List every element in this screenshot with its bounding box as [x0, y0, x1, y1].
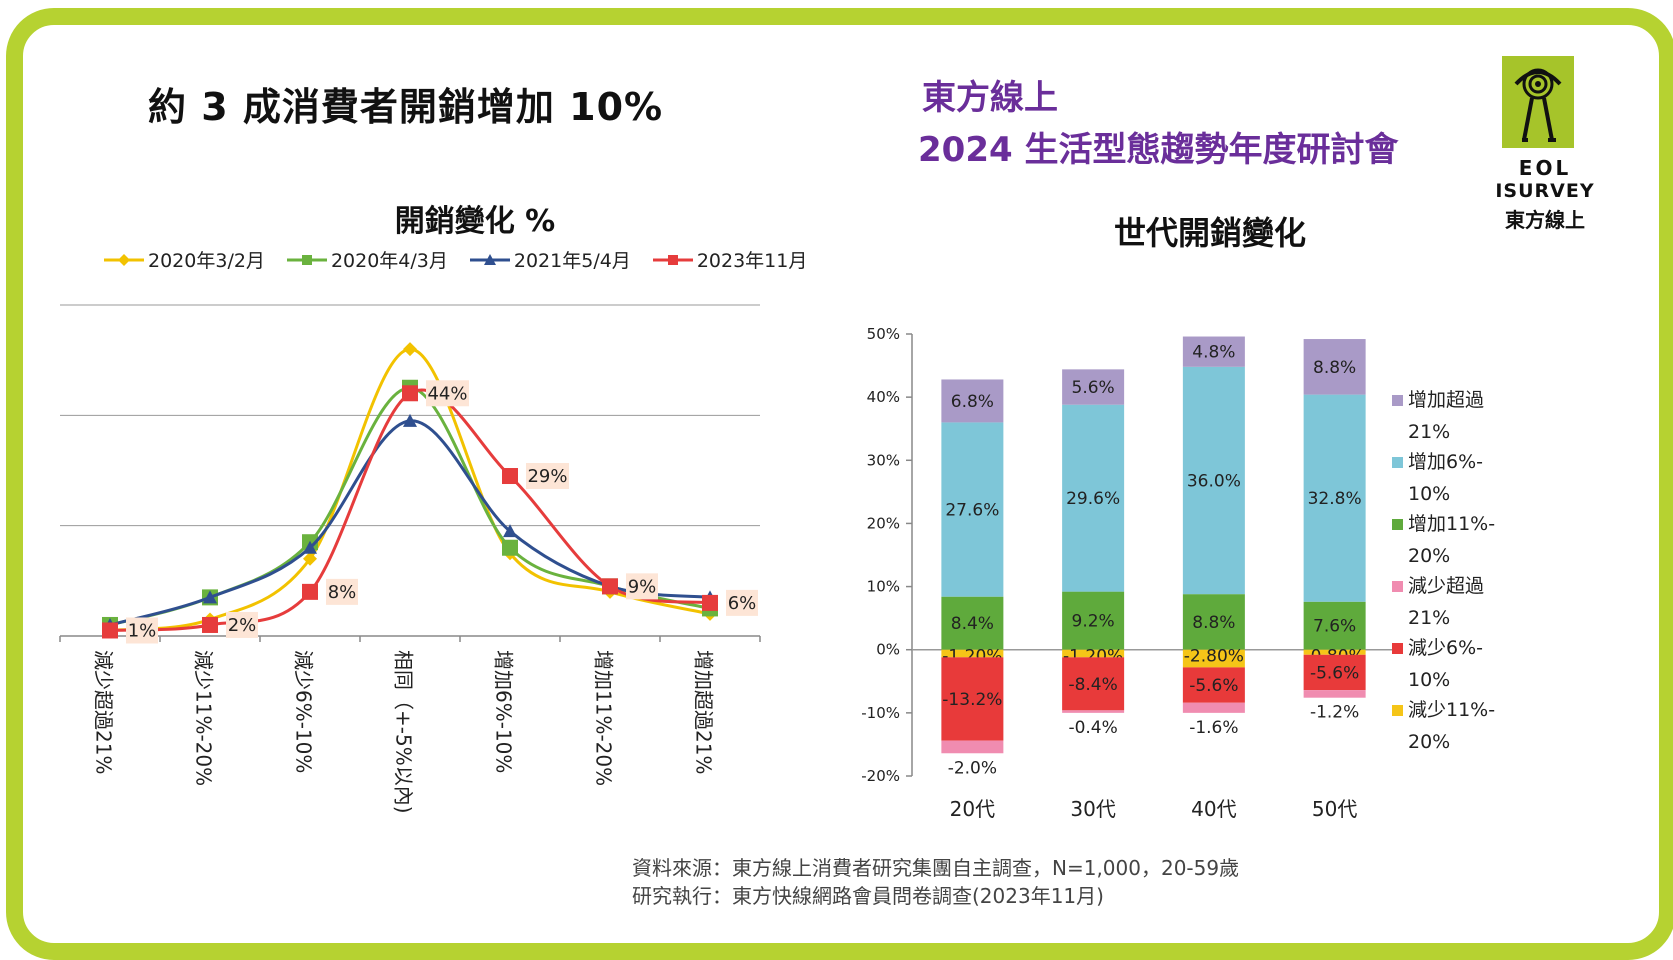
- legend-label: 2020年4/3月: [330, 250, 448, 272]
- eye-icon: [1514, 68, 1562, 142]
- logo-text-isurvey: ISURVEY: [1495, 180, 1595, 202]
- legend-swatch-marker: [118, 253, 130, 266]
- legend-item: 2020年3/2月: [104, 246, 265, 273]
- footnote-source: 資料來源：東方線上消費者研究集團自主調查，N=1,000，20-59歲: [632, 856, 1240, 880]
- brand-subtitle: 2024 生活型態趨勢年度研討會: [918, 130, 1399, 170]
- headline: 約 3 成消費者開銷增加 10%: [148, 85, 664, 129]
- legend-swatch-marker: [301, 254, 312, 265]
- eol-logo: EOL ISURVEY 東方線上: [1480, 56, 1610, 232]
- legend-swatch-marker: [483, 253, 496, 265]
- legend-swatch: [286, 254, 327, 265]
- legend-item: 2021年5/4月: [469, 246, 631, 273]
- slide-frame: [6, 8, 1673, 960]
- legend-swatch-marker: [667, 254, 678, 265]
- brand-title: 東方線上: [922, 78, 1058, 118]
- logo-box: [1502, 56, 1574, 148]
- left-chart-legend: 2020年3/2月 2020年4/3月 2021年5/4月 2023年11月: [104, 246, 807, 273]
- footnote-execution: 研究執行：東方快線網路會員問卷調查(2023年11月): [632, 884, 1104, 908]
- legend-swatch: [469, 253, 510, 265]
- logo-text-eol: EOL: [1518, 156, 1572, 180]
- legend-swatch: [652, 254, 693, 265]
- right-chart-title: 世代開銷變化: [1113, 214, 1306, 252]
- legend-swatch: [104, 253, 144, 266]
- left-chart-title: 開銷變化 %: [394, 204, 556, 239]
- legend-label: 2020年3/2月: [148, 250, 265, 272]
- legend-label: 2023年11月: [696, 250, 808, 272]
- legend-label: 2021年5/4月: [513, 250, 631, 272]
- logo-text-cn: 東方線上: [1505, 208, 1585, 232]
- legend-item: 2023年11月: [652, 246, 808, 273]
- legend-item: 2020年4/3月: [286, 246, 448, 273]
